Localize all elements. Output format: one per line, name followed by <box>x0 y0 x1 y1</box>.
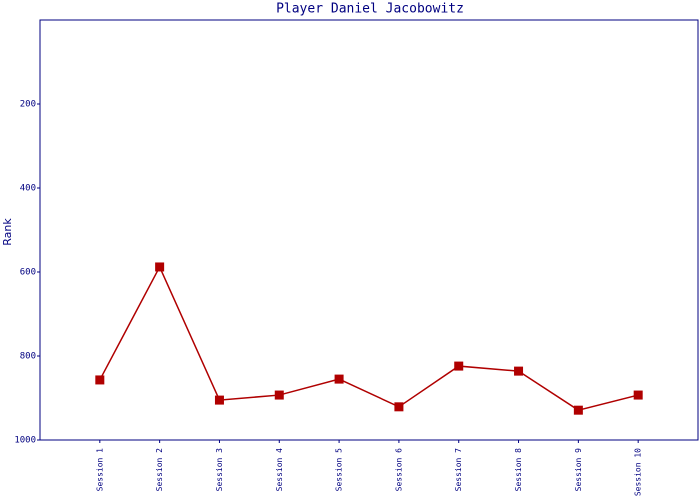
x-tick-label: Session 8 <box>514 448 523 492</box>
marker <box>214 395 224 405</box>
marker <box>394 402 404 412</box>
marker <box>573 405 583 415</box>
series-line <box>99 265 639 411</box>
plot-frame <box>39 19 699 441</box>
y-tick-label: 400 <box>20 184 36 194</box>
marker <box>633 390 643 400</box>
x-tick-label: Session 7 <box>454 448 463 492</box>
x-tick-label: Session 5 <box>335 448 344 492</box>
x-tick-label: Session 3 <box>215 448 224 492</box>
x-tick-label: Session 9 <box>574 448 583 492</box>
y-tick-label: 1000 <box>14 436 36 446</box>
marker <box>334 374 344 384</box>
x-tick-label: Session 1 <box>95 448 104 492</box>
marker <box>274 390 284 400</box>
chart-title: Player Daniel Jacobowitz <box>276 2 464 17</box>
x-tick-label: Session 4 <box>275 448 284 492</box>
y-axis-label: Rank <box>1 218 14 246</box>
marker <box>454 361 464 371</box>
marker <box>95 375 105 385</box>
marker <box>514 366 524 376</box>
marker <box>155 262 165 272</box>
y-tick-label: 600 <box>20 268 36 278</box>
y-tick-label: 200 <box>20 100 36 110</box>
x-tick-label: Session 2 <box>155 448 164 492</box>
x-tick-label: Session 10 <box>634 448 643 496</box>
y-tick-label: 800 <box>20 352 36 362</box>
x-tick-label: Session 6 <box>394 448 403 492</box>
